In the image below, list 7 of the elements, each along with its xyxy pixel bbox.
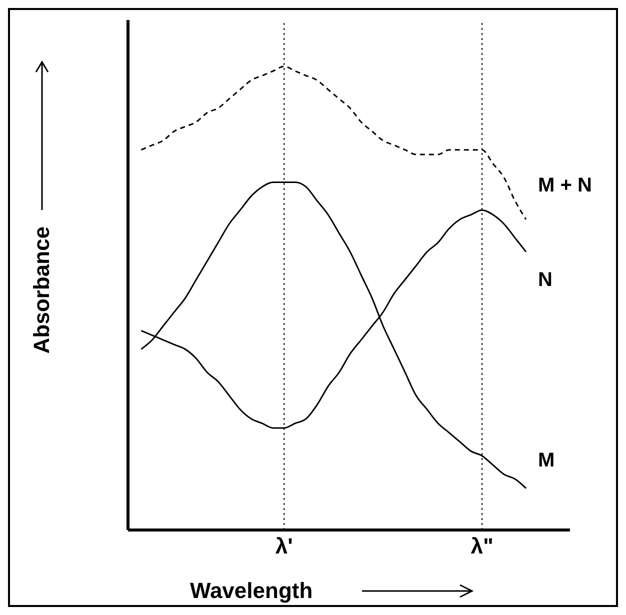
y-axis-title: Absorbance xyxy=(29,226,55,354)
series-label: N xyxy=(538,268,552,291)
x-tick-label: λ" xyxy=(470,534,494,559)
x-axis-title: Wavelength xyxy=(190,578,313,604)
x-tick-label: λ' xyxy=(275,534,293,559)
series-label: M xyxy=(538,449,555,472)
series-label: M + N xyxy=(538,174,592,196)
